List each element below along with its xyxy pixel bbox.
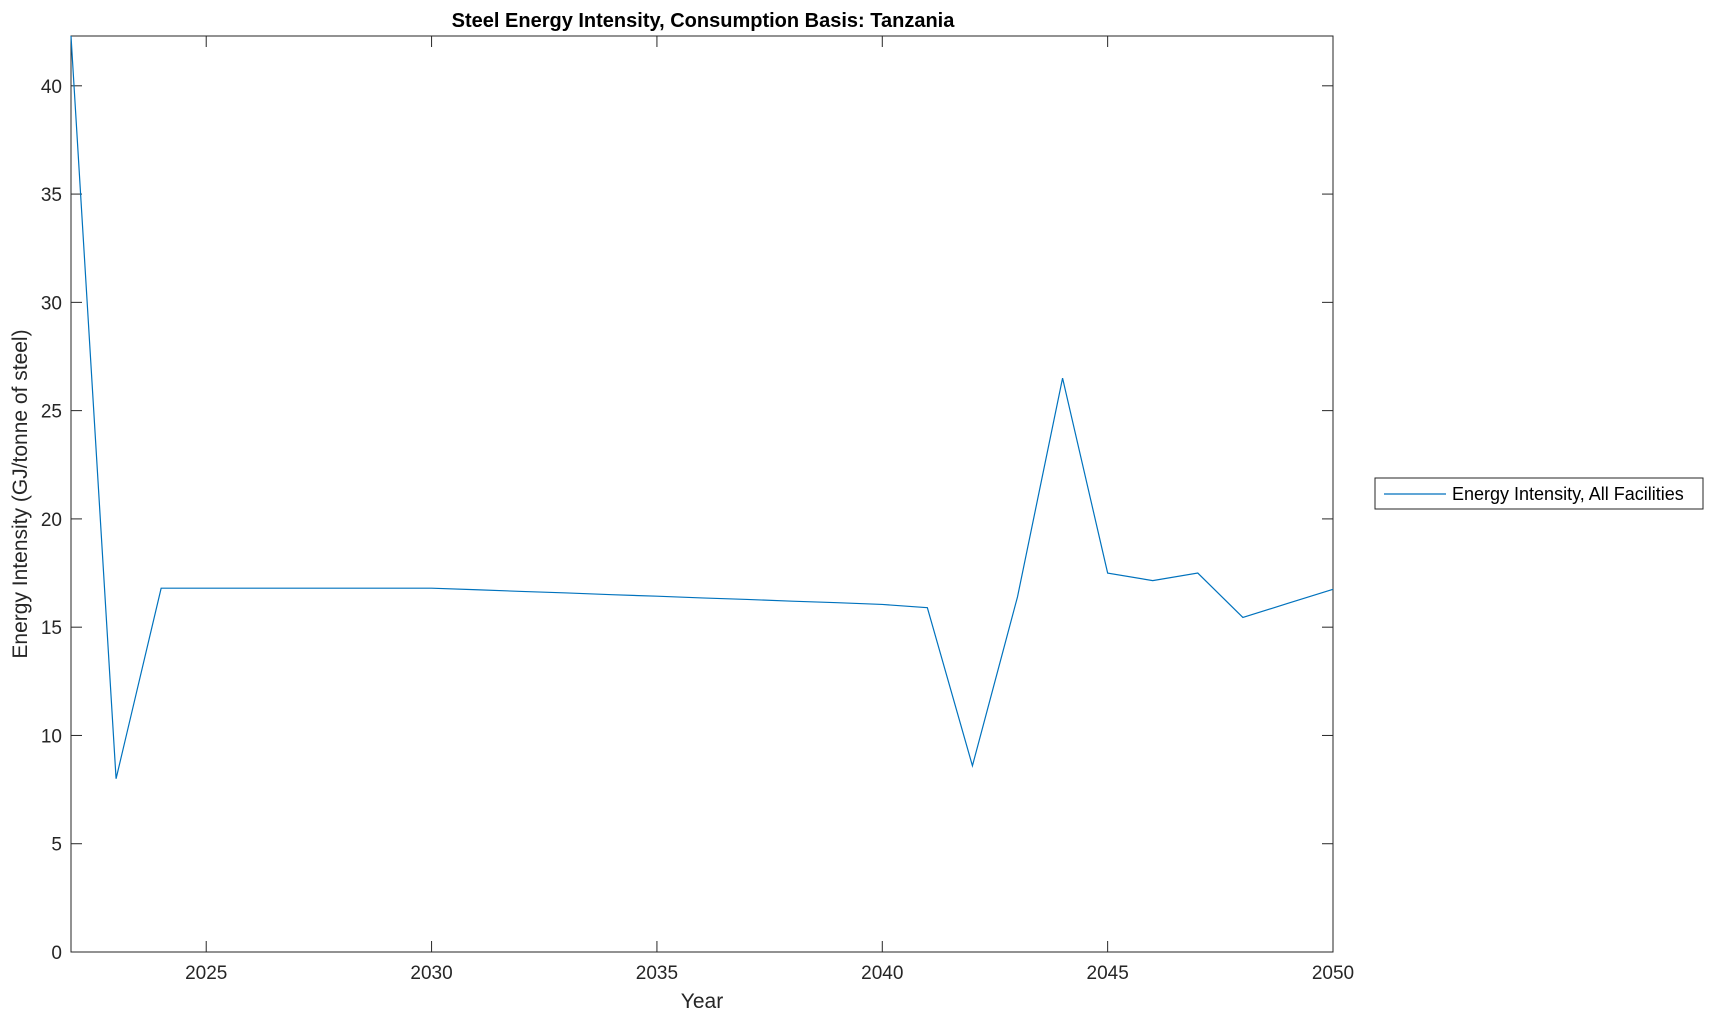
- x-tick-label: 2035: [636, 963, 678, 984]
- y-tick-label: 20: [41, 510, 62, 531]
- y-tick-label: 5: [51, 835, 62, 856]
- x-tick-label: 2030: [410, 963, 452, 984]
- y-tick-label: 30: [41, 293, 62, 314]
- x-axis-label: Year: [681, 990, 723, 1013]
- y-tick-label: 10: [41, 726, 62, 747]
- y-axis-label: Energy Intensity (GJ/tonne of steel): [9, 329, 32, 658]
- x-tick-label: 2050: [1312, 963, 1354, 984]
- y-tick-label: 0: [51, 943, 62, 964]
- chart-title: Steel Energy Intensity, Consumption Basi…: [452, 10, 956, 32]
- y-tick-label: 25: [41, 402, 62, 423]
- x-tick-label: 2045: [1087, 963, 1129, 984]
- y-tick-label: 35: [41, 185, 62, 206]
- x-tick-label: 2040: [861, 963, 903, 984]
- legend[interactable]: Energy Intensity, All Facilities: [1374, 477, 1704, 510]
- series-line-energy-intensity: [70, 35, 1334, 779]
- plot-area: [70, 35, 1334, 953]
- x-tick-label: 2025: [185, 963, 227, 984]
- y-tick-label: 15: [41, 618, 62, 639]
- legend-entry-label: Energy Intensity, All Facilities: [1452, 484, 1684, 504]
- y-tick-label: 40: [41, 77, 62, 98]
